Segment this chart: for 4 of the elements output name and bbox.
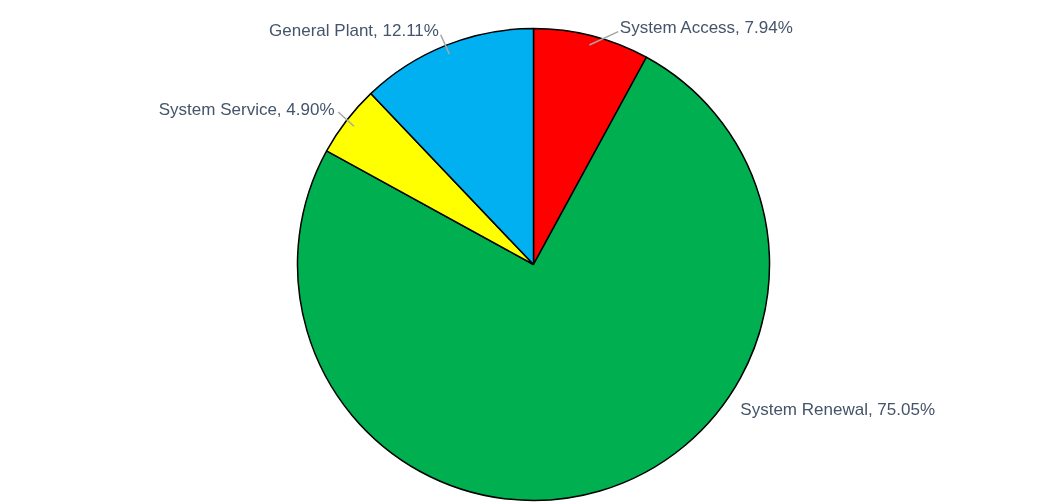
slice-label: System Renewal, 75.05% [740, 399, 936, 419]
slice-label: General Plant, 12.11% [269, 20, 439, 40]
slice-label: System Access, 7.94% [619, 17, 793, 37]
slice-label: System Service, 4.90% [158, 99, 335, 119]
